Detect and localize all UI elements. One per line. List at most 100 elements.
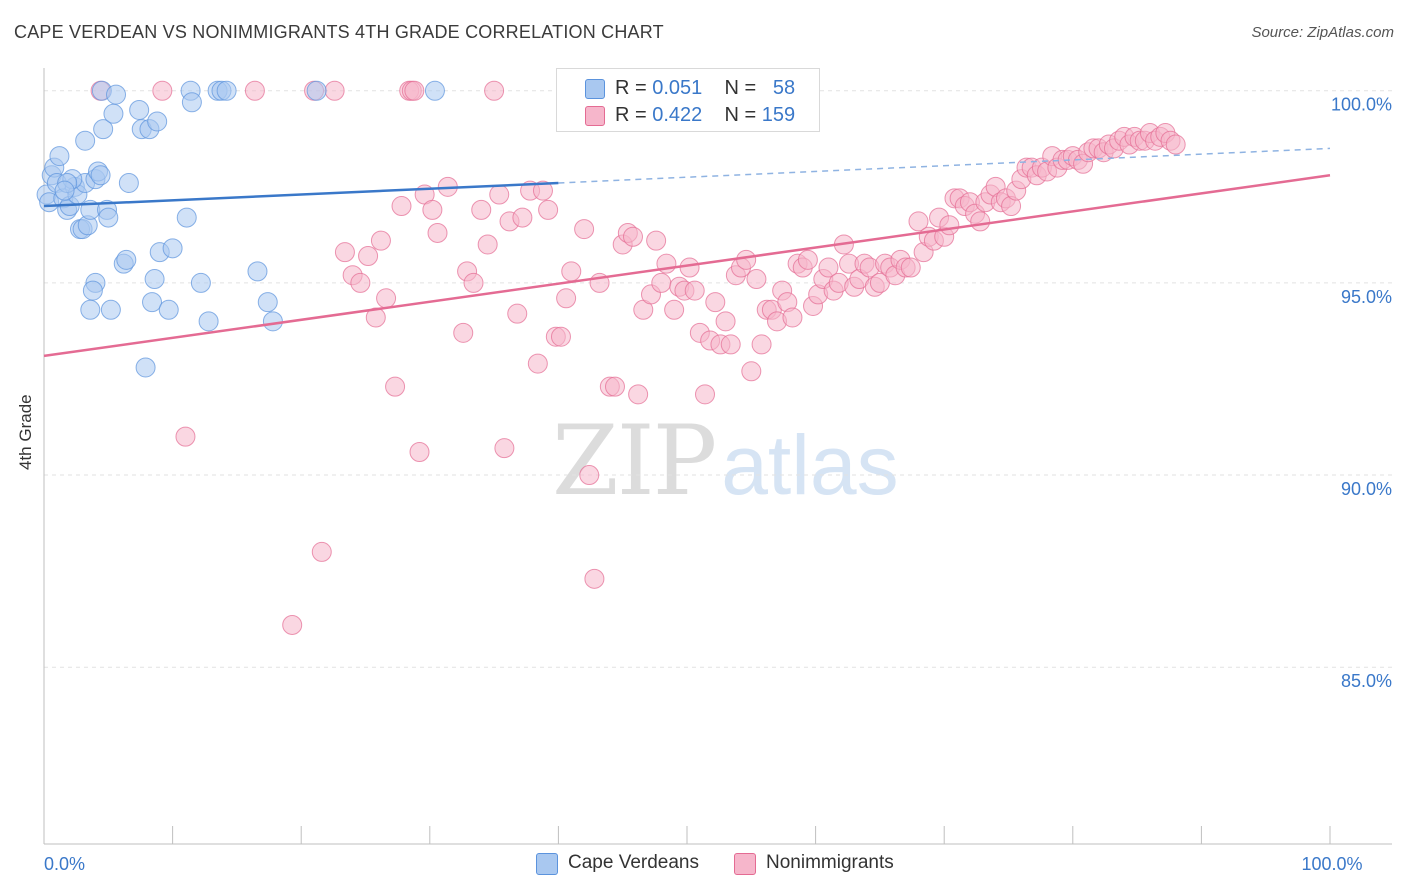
data-point <box>939 215 960 236</box>
data-point <box>311 541 332 562</box>
data-point <box>409 442 430 462</box>
data-point <box>198 311 219 332</box>
data-point <box>695 384 716 405</box>
data-point <box>797 249 818 270</box>
data-point <box>391 196 412 217</box>
data-point <box>216 80 237 101</box>
data-point <box>158 299 179 320</box>
watermark-atlas: atlas <box>721 418 899 512</box>
n-value: 159 <box>761 104 796 126</box>
data-point <box>257 292 278 313</box>
data-point <box>75 130 96 151</box>
data-point <box>512 207 533 228</box>
data-point <box>705 292 726 313</box>
data-point <box>646 230 667 251</box>
data-point <box>424 80 445 101</box>
data-point <box>324 80 345 101</box>
data-point <box>579 465 600 486</box>
data-point <box>604 376 625 397</box>
data-point <box>306 80 327 101</box>
data-point <box>152 80 173 101</box>
data-point <box>181 92 202 113</box>
data-point <box>365 307 386 328</box>
data-point <box>818 257 839 278</box>
x-tick-label: 100.0% <box>1301 854 1362 874</box>
legend-swatch-blue <box>585 79 605 99</box>
data-point <box>190 272 211 293</box>
r-value: 0.422 <box>652 104 703 126</box>
data-point <box>720 334 741 355</box>
data-point <box>970 211 991 232</box>
data-point <box>751 334 772 355</box>
data-point <box>494 438 515 459</box>
data-point <box>489 184 510 205</box>
data-point <box>404 80 425 101</box>
y-axis-label: 4th Grade <box>16 394 35 470</box>
data-point <box>90 165 111 186</box>
data-point <box>507 303 528 324</box>
data-point <box>385 376 406 397</box>
legend-label: Cape Verdeans <box>568 852 699 873</box>
trend-line-cape-verdeans <box>43 181 559 208</box>
data-point <box>527 353 548 374</box>
data-point <box>471 199 492 220</box>
data-point <box>422 199 443 220</box>
data-point <box>574 219 595 240</box>
x-tick-label: 0.0% <box>44 854 85 874</box>
data-point <box>176 207 197 228</box>
data-point <box>715 311 736 332</box>
stats-legend-row-nonimmigrants: R = 0.422 N = 159 <box>557 102 819 128</box>
data-point <box>100 299 121 320</box>
data-point <box>118 172 139 193</box>
legend-swatch-pink <box>734 853 756 875</box>
data-point <box>106 84 127 105</box>
data-point <box>350 272 371 293</box>
data-point <box>49 146 70 167</box>
data-point <box>746 269 767 290</box>
data-point <box>463 272 484 293</box>
data-point <box>538 199 559 220</box>
data-point <box>376 288 397 309</box>
data-point <box>628 384 649 405</box>
data-point <box>370 230 391 251</box>
data-point <box>484 80 505 101</box>
data-point <box>584 568 605 589</box>
data-point <box>282 614 303 635</box>
data-point <box>93 119 114 140</box>
data-point <box>561 261 582 282</box>
source-label: Source: ZipAtlas.com <box>1251 24 1394 41</box>
data-point <box>427 222 448 243</box>
data-point <box>741 361 762 382</box>
data-point <box>664 299 685 320</box>
y-tick-label: 85.0% <box>1341 671 1392 691</box>
y-tick-label: 90.0% <box>1341 479 1392 499</box>
r-label: R = <box>615 77 653 99</box>
data-point <box>80 299 101 320</box>
data-point <box>175 426 196 447</box>
n-value: 58 <box>772 77 796 99</box>
data-point <box>103 103 124 124</box>
data-point <box>144 269 165 290</box>
stats-legend: R = 0.051 N = 58 R = 0.422 N = 159 <box>556 68 820 132</box>
data-point <box>453 322 474 343</box>
stats-legend-row-cape-verdeans: R = 0.051 N = 58 <box>557 75 819 101</box>
y-tick-label: 100.0% <box>1331 95 1392 115</box>
watermark: ZIPatlas <box>552 405 899 517</box>
data-point <box>900 257 921 278</box>
data-point <box>129 99 150 120</box>
trend-line-nonimmigrants <box>43 174 1331 358</box>
data-point <box>679 257 700 278</box>
data-point <box>54 180 75 201</box>
data-point <box>116 249 137 270</box>
data-point <box>532 180 553 201</box>
data-point <box>147 111 168 132</box>
data-point <box>358 246 379 266</box>
data-point <box>550 326 571 347</box>
r-label: R = <box>615 104 653 126</box>
data-point <box>556 288 577 309</box>
trend-line-cape-verdeans-extension <box>558 147 1331 184</box>
data-point <box>782 307 803 328</box>
data-point <box>477 234 498 255</box>
r-value: 0.051 <box>652 77 703 99</box>
